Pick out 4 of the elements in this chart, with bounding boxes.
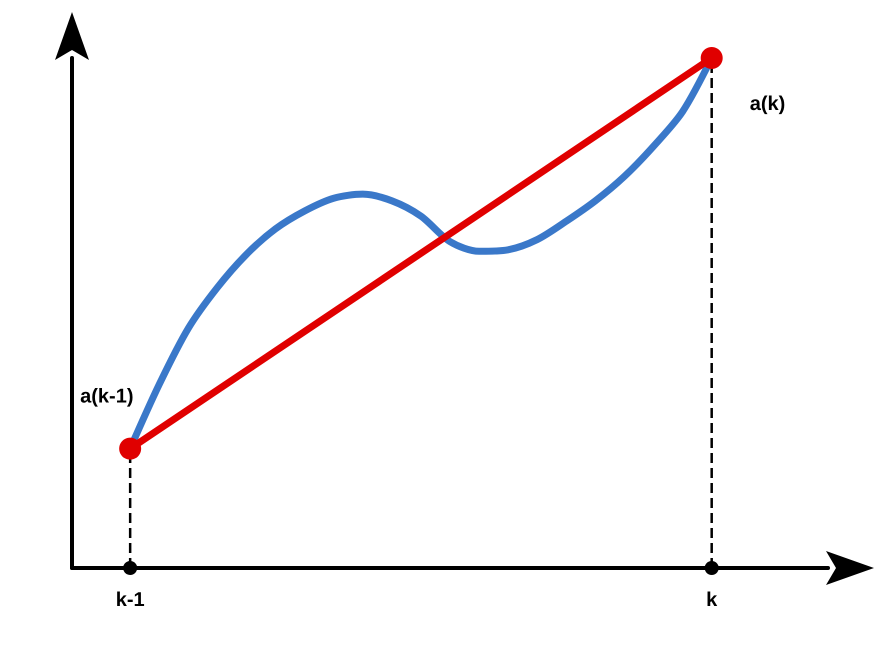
annotation: a(k) bbox=[750, 93, 786, 115]
annotation: a(k-1) bbox=[80, 386, 134, 408]
x-tick-label: k bbox=[706, 589, 718, 611]
x-tick-label: k-1 bbox=[116, 589, 145, 611]
